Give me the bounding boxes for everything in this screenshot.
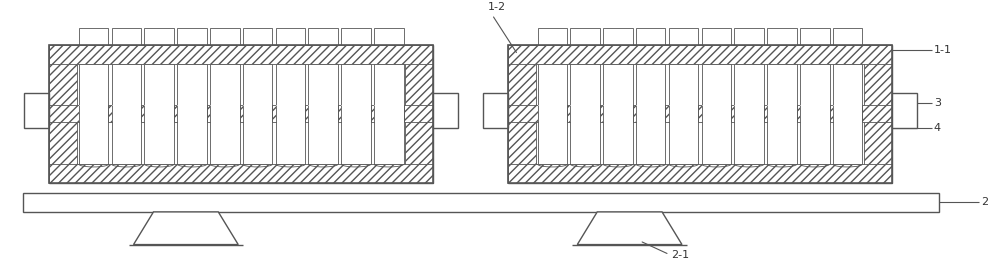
Bar bbox=[144, 64, 174, 164]
Bar bbox=[144, 29, 174, 45]
Bar bbox=[405, 45, 433, 183]
Text: 2-1: 2-1 bbox=[672, 250, 690, 260]
Bar bbox=[508, 105, 892, 122]
Bar bbox=[276, 29, 305, 45]
Bar bbox=[864, 45, 892, 183]
Bar bbox=[538, 29, 567, 45]
Bar bbox=[570, 29, 600, 45]
Bar bbox=[833, 29, 862, 45]
Bar bbox=[702, 105, 731, 122]
Bar bbox=[112, 105, 141, 122]
Bar bbox=[800, 64, 830, 164]
Bar bbox=[177, 105, 207, 122]
Bar bbox=[433, 93, 458, 128]
Bar bbox=[243, 29, 272, 45]
Bar bbox=[508, 45, 892, 183]
Bar bbox=[669, 105, 698, 122]
Bar bbox=[144, 105, 174, 122]
Polygon shape bbox=[134, 212, 238, 244]
Bar bbox=[49, 105, 433, 122]
Bar bbox=[636, 29, 665, 45]
Bar bbox=[508, 45, 536, 183]
Bar bbox=[210, 64, 240, 164]
Bar bbox=[374, 105, 404, 122]
Bar bbox=[669, 29, 698, 45]
Bar bbox=[341, 64, 371, 164]
Bar bbox=[24, 93, 49, 128]
Bar bbox=[374, 64, 404, 164]
Bar bbox=[49, 45, 433, 183]
Bar bbox=[210, 105, 240, 122]
Bar bbox=[892, 93, 917, 128]
Bar bbox=[276, 64, 305, 164]
Bar bbox=[833, 64, 862, 164]
Bar bbox=[177, 64, 207, 164]
Bar bbox=[570, 64, 600, 164]
Bar bbox=[308, 29, 338, 45]
Bar bbox=[734, 105, 764, 122]
Bar bbox=[23, 193, 939, 212]
Text: 1-2: 1-2 bbox=[488, 2, 506, 12]
Bar bbox=[538, 64, 567, 164]
Bar bbox=[767, 64, 797, 164]
Bar bbox=[603, 64, 633, 164]
Bar bbox=[49, 45, 77, 183]
Bar bbox=[112, 29, 141, 45]
Bar bbox=[767, 105, 797, 122]
Bar bbox=[734, 64, 764, 164]
Bar bbox=[603, 105, 633, 122]
Bar bbox=[767, 29, 797, 45]
Bar bbox=[79, 29, 108, 45]
Bar bbox=[112, 64, 141, 164]
Bar bbox=[276, 105, 305, 122]
Bar bbox=[800, 29, 830, 45]
Bar bbox=[702, 64, 731, 164]
Bar bbox=[636, 64, 665, 164]
Bar bbox=[374, 29, 404, 45]
Bar bbox=[508, 45, 892, 64]
Bar bbox=[341, 29, 371, 45]
Bar bbox=[603, 29, 633, 45]
Bar bbox=[669, 64, 698, 164]
Bar bbox=[49, 164, 433, 183]
Bar bbox=[243, 105, 272, 122]
Bar bbox=[570, 105, 600, 122]
Bar bbox=[508, 164, 892, 183]
Bar bbox=[79, 64, 108, 164]
Bar bbox=[636, 105, 665, 122]
Bar bbox=[79, 105, 108, 122]
Bar bbox=[508, 45, 892, 183]
Bar bbox=[341, 105, 371, 122]
Bar bbox=[702, 29, 731, 45]
Bar bbox=[734, 29, 764, 45]
Bar bbox=[833, 105, 862, 122]
Text: 4: 4 bbox=[934, 123, 941, 133]
Bar bbox=[308, 105, 338, 122]
Bar bbox=[538, 105, 567, 122]
Bar bbox=[49, 45, 433, 64]
Polygon shape bbox=[577, 212, 682, 244]
Text: 1-1: 1-1 bbox=[934, 45, 952, 55]
Bar bbox=[210, 29, 240, 45]
Bar bbox=[49, 45, 433, 183]
Bar bbox=[308, 64, 338, 164]
Text: 3: 3 bbox=[934, 98, 941, 108]
Bar bbox=[243, 64, 272, 164]
Bar bbox=[800, 105, 830, 122]
Bar bbox=[483, 93, 508, 128]
Text: 2: 2 bbox=[981, 198, 988, 208]
Bar bbox=[177, 29, 207, 45]
